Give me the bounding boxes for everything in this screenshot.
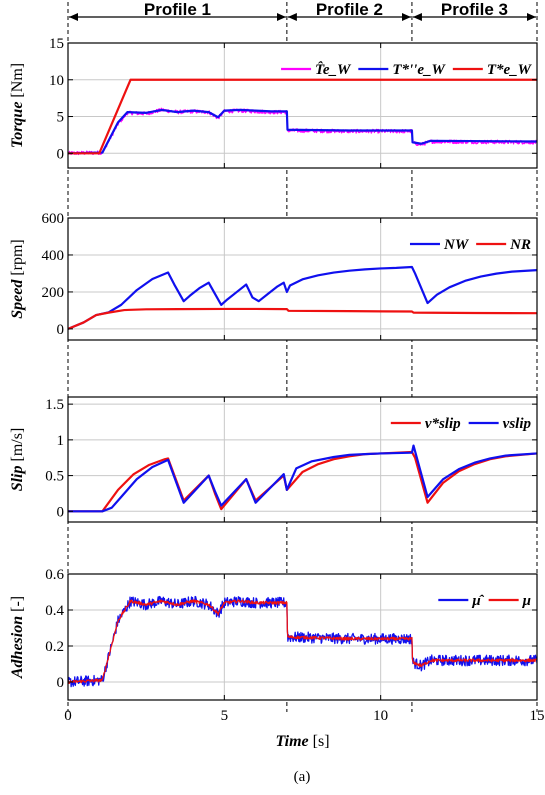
y-tick-label: 0.2 bbox=[45, 639, 64, 655]
y-tick-label: 0.6 bbox=[45, 567, 64, 583]
x-tick-label: 15 bbox=[530, 708, 545, 724]
panel-torque: 0 5 10 15 Torque [Nm] T*e_W T*''e_W T̂e_W bbox=[9, 36, 538, 169]
series-line bbox=[68, 444, 537, 513]
y-axis-label-unit: [Nm] bbox=[9, 63, 26, 98]
y-axis-label: Adhesion [-] bbox=[9, 596, 26, 679]
plot-area bbox=[68, 397, 537, 522]
profile-label: Profile 2 bbox=[316, 0, 383, 19]
series-line bbox=[68, 265, 537, 330]
series-line bbox=[68, 599, 537, 684]
legend-label: T*''e_W bbox=[392, 62, 446, 78]
y-tick-label: 600 bbox=[42, 211, 65, 227]
legend-label: T̂e_W bbox=[315, 60, 352, 78]
y-tick-label: 400 bbox=[42, 248, 65, 264]
y-axis-label-name: Torque bbox=[9, 98, 26, 149]
x-tick-label: 10 bbox=[373, 708, 388, 724]
plot-frame bbox=[67, 217, 538, 341]
plot-frame bbox=[67, 42, 538, 169]
y-axis-label: Slip [m/s] bbox=[9, 428, 26, 492]
y-axis-label-name: Adhesion bbox=[9, 612, 26, 679]
legend-label: vslip bbox=[503, 416, 532, 432]
legend-label: μ bbox=[522, 593, 531, 609]
y-axis-label-name: Speed bbox=[9, 276, 26, 319]
profile-label: Profile 1 bbox=[144, 0, 211, 19]
y-tick-label: 0.4 bbox=[45, 603, 64, 619]
series-line bbox=[68, 307, 537, 330]
y-axis-label-unit: [m/s] bbox=[9, 428, 26, 462]
y-axis-label-unit: [-] bbox=[9, 596, 26, 612]
plot-frame bbox=[67, 396, 538, 523]
y-axis-label: Speed [rpm] bbox=[9, 239, 26, 319]
y-axis-label: Torque [Nm] bbox=[9, 63, 26, 148]
series-line bbox=[68, 108, 537, 155]
y-tick-label: 5 bbox=[57, 110, 65, 126]
y-tick-label: 1 bbox=[57, 433, 65, 449]
y-tick-label: 0 bbox=[57, 504, 65, 520]
x-axis: 0 5 10 15 Time [s] bbox=[64, 708, 544, 750]
y-tick-label: 10 bbox=[49, 73, 64, 89]
y-tick-label: 0.5 bbox=[45, 469, 64, 485]
series-line bbox=[68, 450, 537, 513]
legend-label: v*slip bbox=[425, 416, 461, 432]
x-axis-label: Time [s] bbox=[275, 733, 329, 750]
legend-label: NR bbox=[509, 237, 531, 253]
y-tick-label: 15 bbox=[49, 36, 64, 52]
plot-area bbox=[68, 43, 537, 168]
legend-label: T*e_W bbox=[487, 62, 533, 78]
x-tick-label: 0 bbox=[64, 708, 72, 724]
y-tick-label: 0 bbox=[57, 675, 65, 691]
x-tick-label: 5 bbox=[221, 708, 229, 724]
y-tick-label: 0 bbox=[57, 146, 65, 162]
legend-label: NW bbox=[443, 237, 470, 253]
figure-caption: (a) bbox=[294, 769, 311, 785]
panel-speed: 0 200 400 600 Speed [rpm] NR NW bbox=[9, 211, 538, 341]
y-tick-label: 200 bbox=[42, 285, 65, 301]
x-axis-label-unit: [s] bbox=[313, 733, 330, 750]
plot-frame bbox=[67, 573, 538, 701]
y-axis-label-unit: [rpm] bbox=[9, 239, 26, 275]
y-tick-label: 0 bbox=[57, 322, 65, 338]
profile-label: Profile 3 bbox=[441, 0, 508, 19]
y-axis-label-name: Slip bbox=[9, 461, 26, 491]
panel-slip: 0 0.5 1 1.5 Slip [m/s] vslip v*slip bbox=[9, 396, 538, 523]
x-axis-label-name: Time bbox=[275, 733, 312, 750]
y-tick-label: 1.5 bbox=[45, 397, 64, 413]
series-line bbox=[68, 78, 537, 155]
